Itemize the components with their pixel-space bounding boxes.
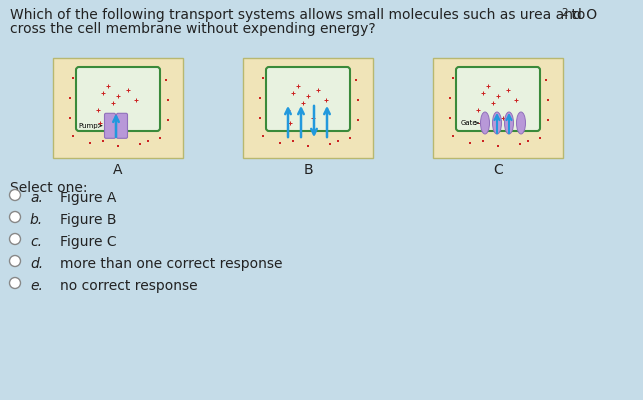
Text: 2: 2 (561, 8, 568, 18)
FancyBboxPatch shape (243, 58, 373, 158)
Text: Gate: Gate (460, 120, 477, 126)
Circle shape (10, 212, 21, 222)
Text: B: B (303, 163, 312, 177)
FancyBboxPatch shape (456, 67, 540, 131)
Text: b.: b. (30, 213, 43, 227)
Text: Pump: Pump (78, 123, 98, 129)
Text: Figure A: Figure A (60, 191, 116, 205)
FancyBboxPatch shape (266, 67, 350, 131)
FancyBboxPatch shape (433, 58, 563, 158)
Ellipse shape (480, 112, 489, 134)
FancyBboxPatch shape (76, 67, 160, 131)
Circle shape (10, 190, 21, 200)
Circle shape (10, 234, 21, 244)
Text: a.: a. (30, 191, 43, 205)
Ellipse shape (516, 112, 525, 134)
Text: e.: e. (30, 279, 43, 293)
Text: Figure B: Figure B (60, 213, 116, 227)
Text: Figure C: Figure C (60, 235, 116, 249)
Text: cross the cell membrane without expending energy?: cross the cell membrane without expendin… (10, 22, 376, 36)
Ellipse shape (505, 112, 514, 134)
Circle shape (10, 278, 21, 288)
Text: C: C (493, 163, 503, 177)
Ellipse shape (493, 112, 502, 134)
Text: c.: c. (30, 235, 42, 249)
FancyBboxPatch shape (53, 58, 183, 158)
Text: Which of the following transport systems allows small molecules such as urea and: Which of the following transport systems… (10, 8, 597, 22)
Text: d.: d. (30, 257, 43, 271)
Text: more than one correct response: more than one correct response (60, 257, 282, 271)
Text: no correct response: no correct response (60, 279, 197, 293)
Text: to: to (567, 8, 585, 22)
FancyBboxPatch shape (105, 113, 116, 138)
FancyBboxPatch shape (116, 113, 127, 138)
Text: Select one:: Select one: (10, 181, 87, 195)
Text: A: A (113, 163, 123, 177)
Circle shape (10, 256, 21, 266)
